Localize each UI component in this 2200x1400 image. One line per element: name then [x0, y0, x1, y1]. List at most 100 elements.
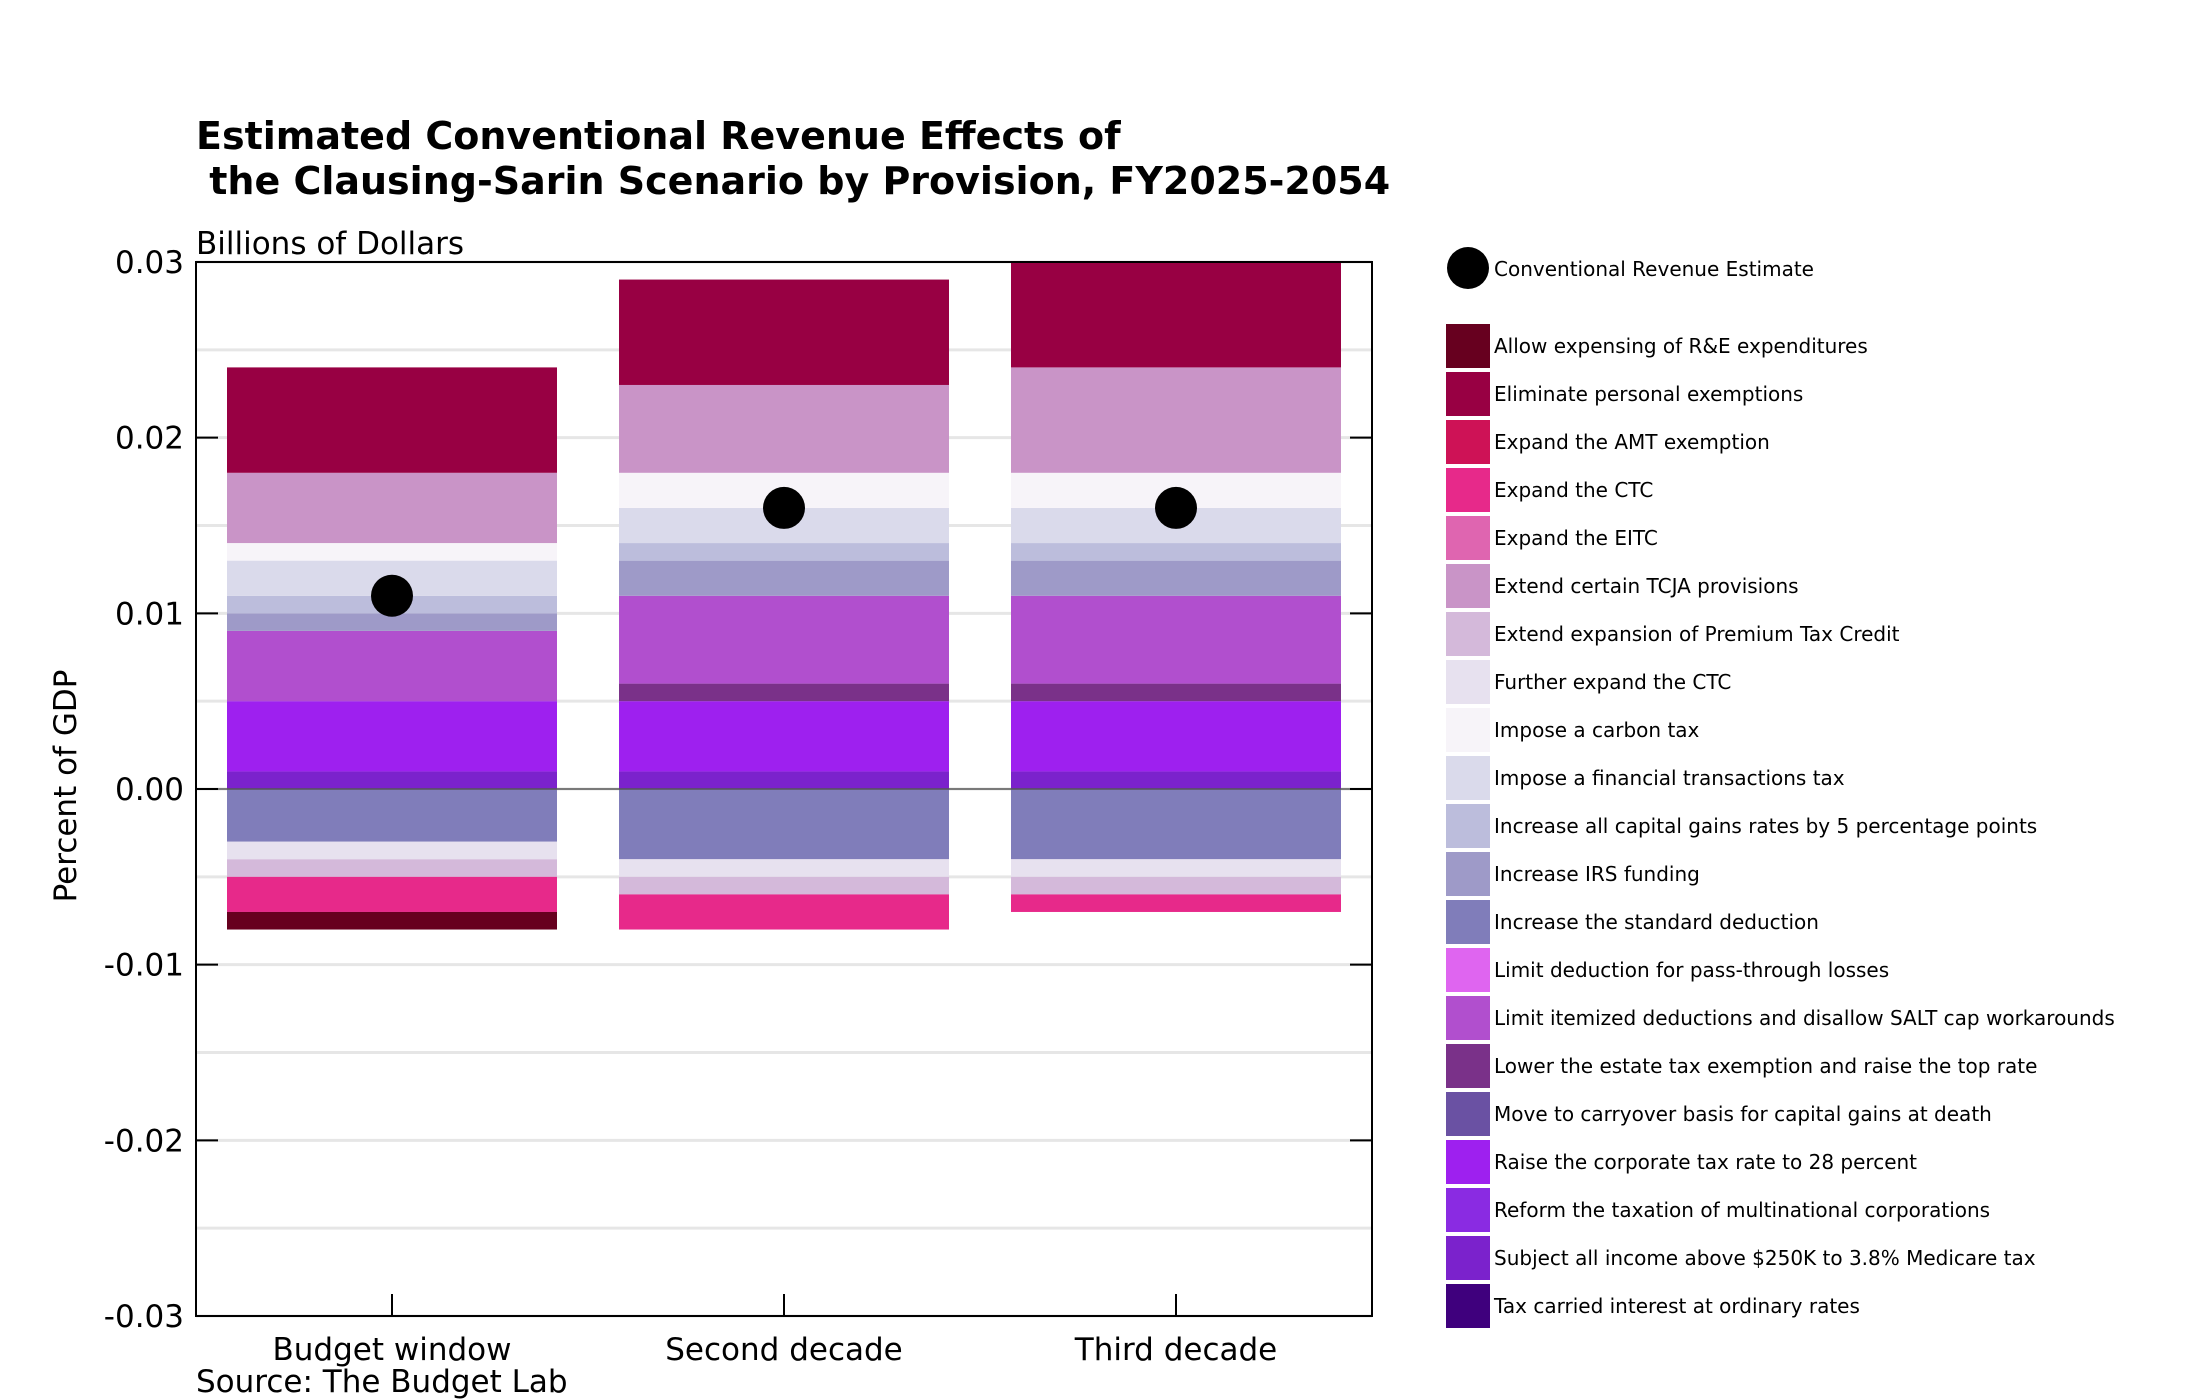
legend-label: Lower the estate tax exemption and raise… [1494, 1054, 2037, 1078]
legend-swatch [1446, 324, 1490, 368]
legend-swatch [1446, 948, 1490, 992]
legend-swatch [1446, 708, 1490, 752]
legend-label: Raise the corporate tax rate to 28 perce… [1494, 1150, 1917, 1174]
bar-segment [619, 560, 949, 596]
bar-segment [227, 876, 557, 912]
bar-segment [227, 841, 557, 860]
chart-title-line-1: Estimated Conventional Revenue Effects o… [196, 114, 1121, 158]
legend-label: Limit itemized deductions and disallow S… [1494, 1006, 2115, 1030]
bar-segment [619, 894, 949, 930]
stacked-bars [227, 262, 1341, 930]
bar-segment [1011, 701, 1341, 772]
bar-segment [619, 876, 949, 895]
legend-label: Impose a financial transactions tax [1494, 766, 1845, 790]
legend-label: Increase all capital gains rates by 5 pe… [1494, 814, 2037, 838]
bar-segment [1011, 367, 1341, 473]
bar-segment [1011, 683, 1341, 702]
y-tick-label: 0.01 [115, 596, 184, 632]
bar-segment [227, 613, 557, 631]
legend-label: Expand the EITC [1494, 526, 1658, 550]
y-tick-label: 0.00 [115, 772, 184, 808]
legend-estimate-marker [1447, 247, 1489, 289]
bar-segment [619, 384, 949, 473]
legend-swatch [1446, 372, 1490, 416]
legend-label: Eliminate personal exemptions [1494, 382, 1803, 406]
legend-swatch [1446, 468, 1490, 512]
bar-segment [619, 859, 949, 877]
bar-segment [1011, 595, 1341, 684]
bar-segment [227, 911, 557, 930]
legend-swatch [1446, 1140, 1490, 1184]
x-tick-label: Second decade [665, 1332, 902, 1368]
chart-source: Source: The Budget Lab [196, 1364, 568, 1400]
estimate-markers [371, 486, 1197, 617]
legend-label: Impose a carbon tax [1494, 718, 1700, 742]
legend-swatch [1446, 564, 1490, 608]
legend-swatch [1446, 1284, 1490, 1328]
bar-segment [1011, 859, 1341, 877]
axes: 0.03 0.02 0.01 0.00 -0.01 -0.02 -0.03 Budget wi… [104, 245, 1373, 1368]
bar-segment [1011, 560, 1341, 596]
legend-label: Expand the CTC [1494, 478, 1653, 502]
bar-segment [227, 472, 557, 544]
legend-label: Allow expensing of R&E expenditures [1494, 334, 1868, 358]
legend-label: Increase IRS funding [1494, 862, 1700, 886]
bar-segment [619, 771, 949, 789]
legend-label: Increase the standard deduction [1494, 910, 1819, 934]
bar-segment [1011, 771, 1341, 789]
bar-segment [227, 701, 557, 772]
legend-label: Expand the AMT exemption [1494, 430, 1770, 454]
legend-label: Reform the taxation of multinational cor… [1494, 1198, 1990, 1222]
legend-swatch [1446, 420, 1490, 464]
legend-swatch [1446, 660, 1490, 704]
bar-segment [1011, 789, 1341, 860]
legend-swatch [1446, 1236, 1490, 1280]
chart-subtitle: Billions of Dollars [196, 226, 464, 262]
legend-label: Subject all income above $250K to 3.8% M… [1494, 1246, 2036, 1270]
y-tick-label: 0.03 [115, 245, 184, 281]
bar-segment [227, 771, 557, 789]
bar-segment [227, 859, 557, 877]
bar-segment [619, 701, 949, 772]
x-tick-label: Third decade [1074, 1332, 1277, 1368]
bar-segment [1011, 876, 1341, 895]
y-tick-label: 0.02 [115, 421, 184, 457]
legend-swatch [1446, 996, 1490, 1040]
bar-segment [1011, 262, 1341, 368]
bar-segment [1011, 543, 1341, 561]
legend-label: Extend expansion of Premium Tax Credit [1494, 622, 1900, 646]
legend-swatch [1446, 612, 1490, 656]
legend-swatch [1446, 756, 1490, 800]
y-tick-label: -0.02 [104, 1123, 184, 1159]
bar-segment [619, 789, 949, 860]
bar-segment [619, 595, 949, 684]
legend-label: Tax carried interest at ordinary rates [1493, 1294, 1860, 1318]
bar-segment [619, 543, 949, 561]
legend-swatch [1446, 516, 1490, 560]
chart-title-line-2: the Clausing-Sarin Scenario by Provision… [196, 159, 1390, 203]
legend-swatch [1446, 1092, 1490, 1136]
legend-label: Extend certain TCJA provisions [1494, 574, 1799, 598]
bar-segment [1011, 894, 1341, 912]
bar-segment [227, 789, 557, 842]
estimate-dot [763, 486, 805, 529]
legend-label: Conventional Revenue Estimate [1494, 257, 1814, 281]
bar-segment [619, 683, 949, 702]
estimate-dot [1155, 486, 1197, 529]
bar-segment [227, 543, 557, 561]
y-axis-label: Percent of GDP [48, 670, 84, 903]
legend-swatch [1446, 852, 1490, 896]
estimate-dot [371, 574, 413, 617]
x-tick-label: Budget window [273, 1332, 512, 1368]
legend-label: Further expand the CTC [1494, 670, 1731, 694]
legend-label: Limit deduction for pass-through losses [1494, 958, 1889, 982]
y-tick-label: -0.01 [104, 948, 184, 984]
y-tick-label: -0.03 [104, 1299, 184, 1335]
bar-segment [227, 630, 557, 702]
legend-swatch [1446, 804, 1490, 848]
legend-swatch [1446, 900, 1490, 944]
legend-label: Move to carryover basis for capital gain… [1494, 1102, 1992, 1126]
legend-swatch [1446, 1188, 1490, 1232]
bar-segment [227, 367, 557, 473]
